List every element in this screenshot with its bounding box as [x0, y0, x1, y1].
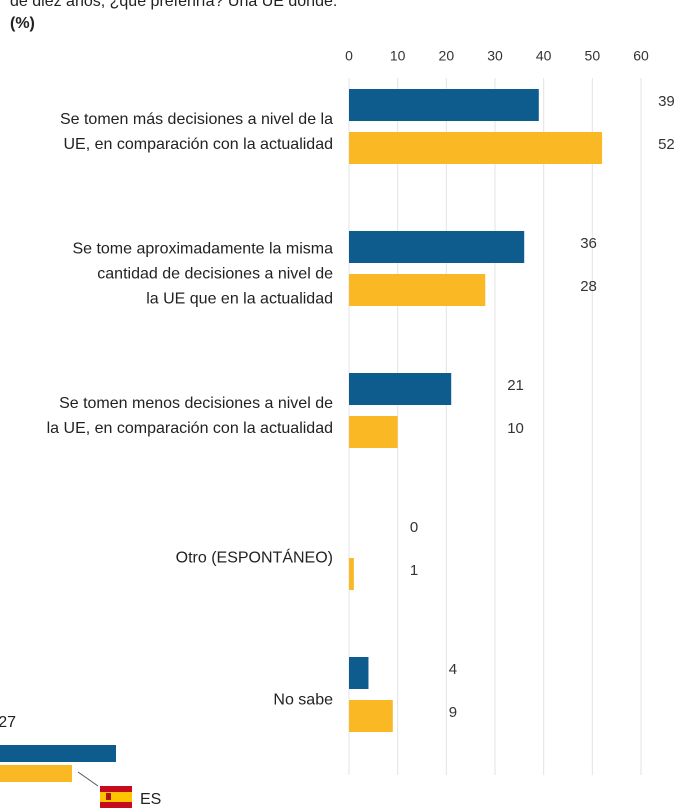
flag: [77, 771, 132, 808]
bar: [349, 231, 525, 263]
x-tick-label: 10: [390, 48, 406, 64]
category-label: Se tomen más decisiones a nivel de la UE,…: [60, 111, 333, 153]
bar: [349, 416, 398, 448]
x-tick-label: 40: [536, 48, 552, 64]
value-label: 1: [410, 562, 418, 579]
value-label: 36: [580, 235, 597, 252]
x-tick-label: 60: [633, 48, 649, 64]
chart-title: de diez años, ¿qué preferiría? Una UE do…: [10, 0, 337, 10]
legend-swatch: [0, 745, 116, 762]
bar: [349, 89, 539, 121]
value-label: 4: [449, 661, 457, 678]
bar: [349, 373, 452, 405]
bar: [349, 274, 486, 306]
category-label: Otro (ESPONTÁNEO): [176, 548, 333, 567]
value-label: 10: [507, 420, 524, 437]
category-label: No sabe: [273, 692, 333, 709]
bar: [349, 657, 369, 689]
value-label: 28: [580, 278, 597, 295]
legend-label: ES: [140, 791, 161, 808]
value-label: 39: [658, 93, 675, 110]
x-tick-label: 50: [585, 48, 601, 64]
unit-label: (%): [10, 15, 35, 32]
legend-swatch: [0, 765, 72, 782]
category-label: Se tome aproximadamente la misma cantidad…: [72, 241, 333, 308]
legend-label: UE27: [0, 714, 16, 731]
value-label: 21: [507, 377, 524, 394]
x-tick-label: 30: [487, 48, 503, 64]
category-label: Se tomen menos decisiones a nivel de la U…: [47, 395, 333, 437]
bar: [349, 132, 603, 164]
value-label: 9: [449, 704, 457, 721]
x-tick-label: 0: [345, 48, 353, 64]
x-tick-label: 20: [439, 48, 455, 64]
bar: [349, 558, 354, 590]
value-label: 52: [658, 136, 675, 153]
bar: [349, 700, 393, 732]
value-label: 0: [410, 519, 418, 536]
